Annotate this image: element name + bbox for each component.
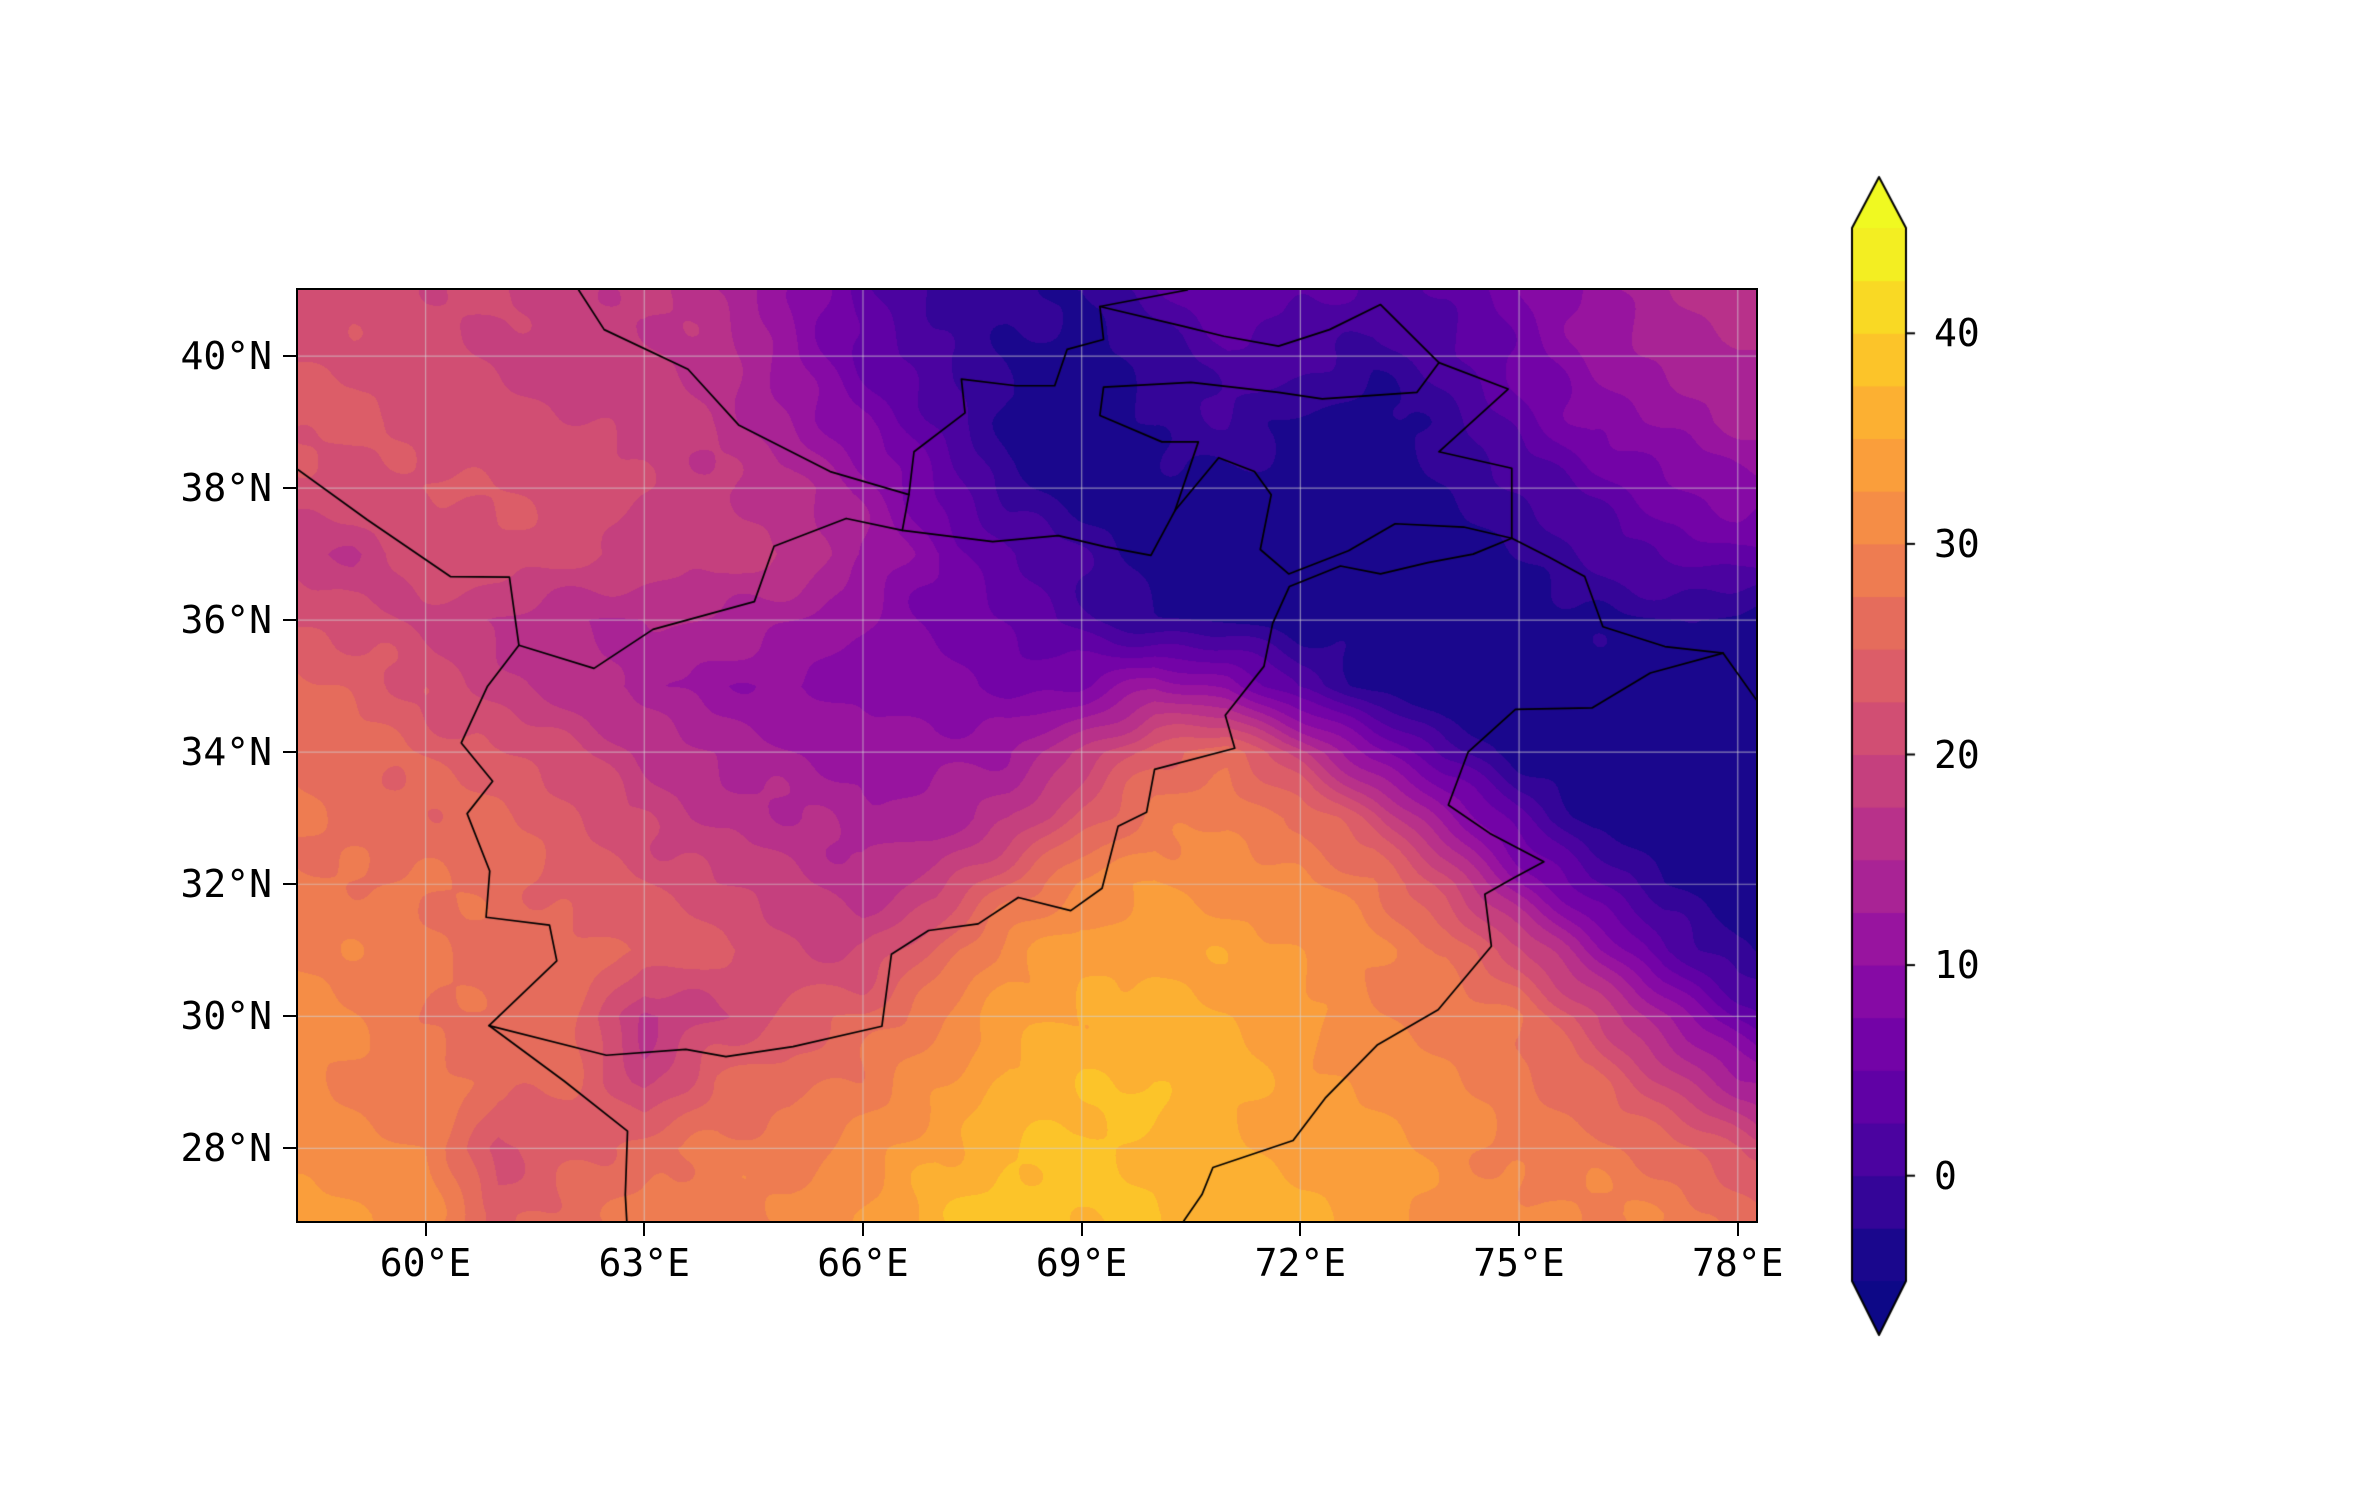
x-tick-mark	[1518, 1223, 1521, 1236]
x-tick-mark	[861, 1223, 864, 1236]
y-tick-mark	[283, 355, 296, 358]
x-tick-label: 60°E	[379, 1241, 472, 1285]
x-tick-label: 66°E	[817, 1241, 909, 1285]
temperature-field-canvas	[298, 290, 1756, 1221]
x-tick-label: 75°E	[1473, 1241, 1565, 1285]
y-tick-mark	[283, 1147, 296, 1150]
y-tick-mark	[283, 487, 296, 490]
colorbar-tick-label: 20	[1934, 732, 1980, 777]
y-tick-label: 28°N	[180, 1126, 272, 1171]
map-plot-area	[296, 288, 1758, 1223]
y-tick-mark	[283, 883, 296, 886]
y-tick-mark	[283, 1015, 296, 1018]
colorbar-tick-label: 40	[1934, 311, 1980, 356]
colorbar-tick-label: 30	[1934, 521, 1980, 566]
y-tick-label: 32°N	[180, 862, 272, 907]
x-tick-label: 78°E	[1692, 1241, 1784, 1285]
x-tick-mark	[424, 1223, 427, 1236]
colorbar	[1840, 170, 1960, 1350]
y-tick-label: 36°N	[180, 598, 272, 643]
x-tick-label: 69°E	[1035, 1241, 1128, 1285]
x-tick-mark	[1080, 1223, 1083, 1236]
colorbar-tick-label: 0	[1934, 1153, 1957, 1198]
y-tick-label: 38°N	[180, 466, 272, 511]
x-tick-mark	[1736, 1223, 1739, 1236]
y-tick-mark	[283, 751, 296, 754]
colorbar-tick-label: 10	[1934, 943, 1980, 988]
x-tick-mark	[643, 1223, 646, 1236]
y-tick-label: 30°N	[180, 994, 272, 1039]
y-tick-mark	[283, 619, 296, 622]
x-tick-label: 72°E	[1254, 1241, 1347, 1285]
x-tick-mark	[1299, 1223, 1302, 1236]
y-tick-label: 40°N	[180, 334, 272, 379]
x-tick-label: 63°E	[598, 1241, 691, 1285]
y-tick-label: 34°N	[180, 730, 272, 775]
